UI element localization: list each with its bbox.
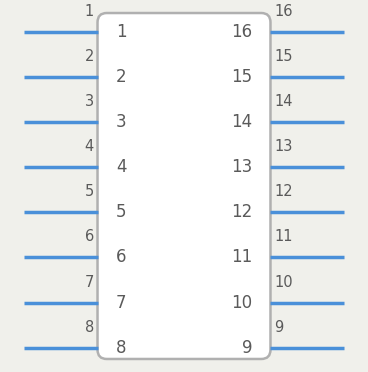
Text: 8: 8 — [85, 320, 94, 335]
Text: 14: 14 — [274, 94, 293, 109]
Text: 15: 15 — [231, 68, 252, 86]
Text: 10: 10 — [274, 275, 293, 290]
Text: 14: 14 — [231, 113, 252, 131]
Text: 6: 6 — [116, 248, 127, 266]
Text: 15: 15 — [274, 49, 293, 64]
Text: 1: 1 — [85, 4, 94, 19]
Text: 13: 13 — [274, 139, 293, 154]
Text: 3: 3 — [116, 113, 127, 131]
Text: 2: 2 — [85, 49, 94, 64]
Text: 12: 12 — [274, 184, 293, 199]
Text: 16: 16 — [274, 4, 293, 19]
Text: 3: 3 — [85, 94, 94, 109]
Text: 11: 11 — [231, 248, 252, 266]
Text: 2: 2 — [116, 68, 127, 86]
Text: 12: 12 — [231, 203, 252, 221]
Text: 10: 10 — [231, 294, 252, 312]
Text: 13: 13 — [231, 158, 252, 176]
Text: 5: 5 — [116, 203, 127, 221]
Text: 1: 1 — [116, 23, 127, 41]
FancyBboxPatch shape — [98, 13, 270, 359]
Text: 6: 6 — [85, 230, 94, 244]
Text: 9: 9 — [274, 320, 283, 335]
Text: 11: 11 — [274, 230, 293, 244]
Text: 7: 7 — [116, 294, 127, 312]
Text: 16: 16 — [231, 23, 252, 41]
Text: 9: 9 — [241, 339, 252, 357]
Text: 4: 4 — [85, 139, 94, 154]
Text: 8: 8 — [116, 339, 127, 357]
Text: 7: 7 — [85, 275, 94, 290]
Text: 5: 5 — [85, 184, 94, 199]
Text: 4: 4 — [116, 158, 127, 176]
